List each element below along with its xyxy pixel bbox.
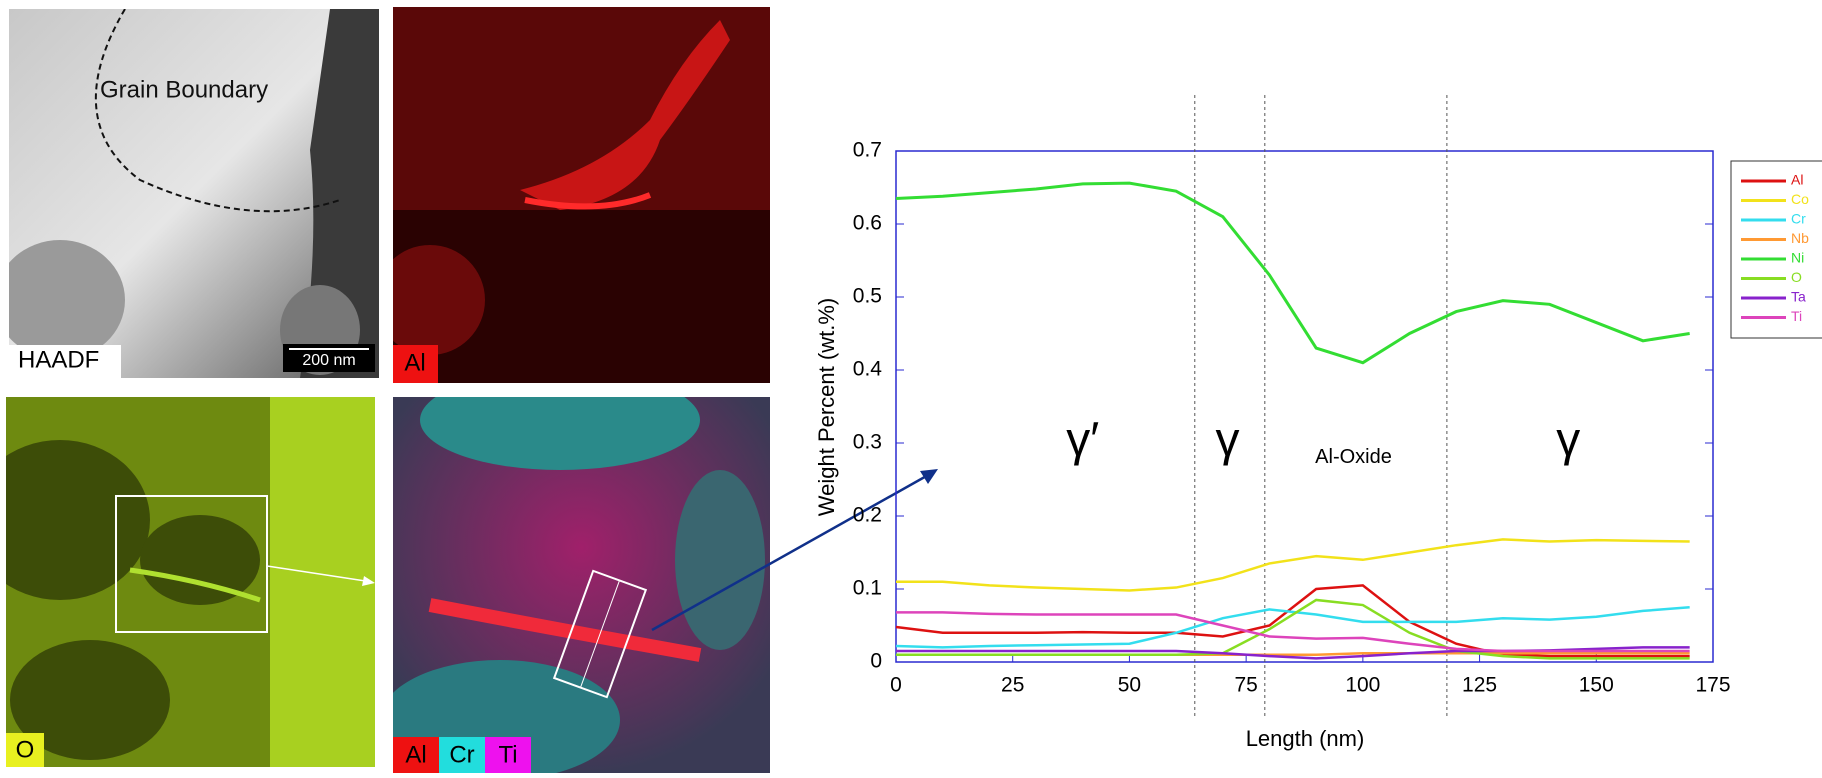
panel-label: O [16,736,35,763]
panel-label: Al [404,349,425,376]
panel-label: Cr [449,741,474,768]
haadf-image [0,9,379,378]
legend-label: O [1791,269,1802,285]
legend-box [1731,161,1822,338]
legend-label: Al [1791,172,1803,188]
legend-label: Ta [1791,289,1806,305]
series-line [896,539,1690,590]
panel-label: HAADF [18,346,99,373]
y-tick-label: 0.5 [853,285,882,308]
arrowhead [920,469,938,484]
legend-label: Nb [1791,230,1809,246]
scale-bar-label: 200 nm [302,352,355,369]
plot-frame [896,151,1713,662]
legend-label: Cr [1791,211,1806,227]
x-tick-label: 75 [1234,674,1257,697]
y-tick-label: 0.3 [853,431,882,454]
y-tick-label: 0.7 [853,139,882,162]
region-label: γ [1556,414,1580,467]
x-tick-label: 25 [1001,674,1024,697]
annotation: Grain Boundary [100,76,268,103]
panel-label: Al [405,741,426,768]
region-label: Al-Oxide [1315,446,1392,468]
legend-label: Ni [1791,250,1804,266]
y-tick-label: 0.2 [853,504,882,527]
x-axis-title: Length (nm) [1246,726,1365,751]
series-line [896,183,1690,363]
x-tick-label: 50 [1118,674,1141,697]
x-tick-label: 0 [890,674,902,697]
y-tick-label: 0.1 [853,577,882,600]
x-tick-label: 100 [1345,674,1380,697]
y-tick-label: 0.4 [853,358,883,381]
panel-label: Ti [498,741,517,768]
x-tick-label: 150 [1579,674,1614,697]
region-label: γ [1215,414,1239,467]
page: {"panels": {"haadf": "HAADF", "scale": "… [0,0,1822,773]
x-tick-label: 125 [1462,674,1497,697]
y-axis-title: Weight Percent (wt.%) [814,298,839,516]
x-tick-label: 175 [1695,674,1730,697]
composite-map [380,370,770,773]
al-map [375,7,770,383]
y-tick-label: 0 [870,650,882,673]
y-tick-label: 0.6 [853,212,882,235]
region-label: γ′ [1066,414,1099,467]
figure: HAADF 200 nm Grain Boundary Al O Al Cr T [0,0,1822,773]
legend-label: Ti [1791,308,1802,324]
o-map [0,397,375,767]
legend-label: Co [1791,191,1809,207]
